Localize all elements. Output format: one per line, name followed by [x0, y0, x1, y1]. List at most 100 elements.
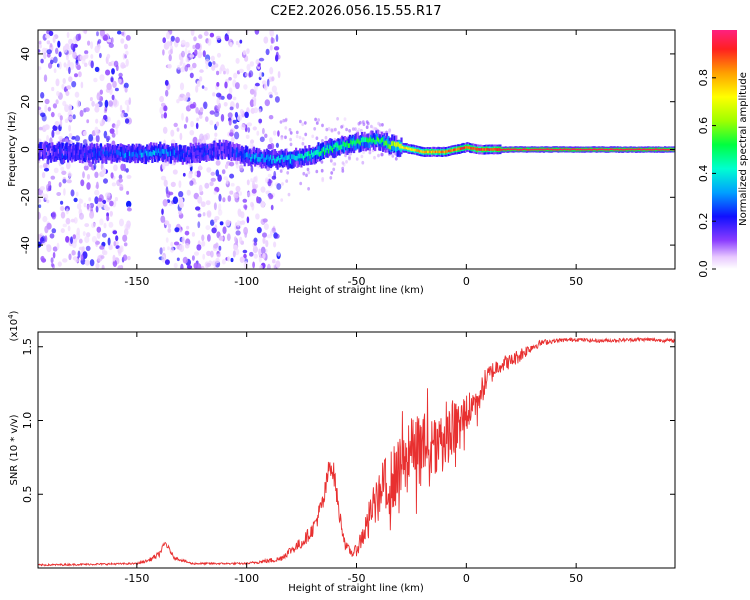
- heatmap-noise-cell: [173, 241, 180, 246]
- heatmap-ridge-cell: [258, 157, 261, 162]
- heatmap-noise-cell: [39, 165, 43, 169]
- heatmap-ridge-cell: [610, 148, 613, 151]
- heatmap-ridge-cell: [48, 150, 51, 155]
- heatmap-noise-cell: [43, 52, 47, 60]
- heatmap-noise-cell: [58, 61, 62, 70]
- heatmap-ridge-cell: [206, 148, 209, 153]
- heatmap-noise-cell: [123, 242, 128, 247]
- heatmap-noise-cell: [246, 122, 253, 127]
- heatmap-ridge-cell: [51, 150, 54, 156]
- heatmap-noise-cell: [101, 232, 107, 238]
- heatmap-noise-cell: [122, 234, 128, 242]
- heatmap-noise-cell: [114, 197, 118, 202]
- heatmap-noise-cell: [202, 253, 206, 260]
- heatmap-noise-cell: [68, 253, 72, 261]
- snr-x-tick-label: 50: [569, 572, 583, 585]
- heatmap-ridge-cell: [529, 148, 532, 151]
- colorbar: 0.0 0.2 0.4 0.6 0.8 Normalized spectral ampl…: [697, 30, 749, 278]
- heatmap-ridge-cell: [270, 155, 273, 166]
- heatmap-noise-cell: [38, 188, 43, 196]
- heatmap-ridge-cell: [432, 150, 435, 153]
- heatmap-ridge-cell: [273, 158, 277, 164]
- heatmap-ridge-cell: [78, 152, 82, 158]
- heatmap-ridge-cell: [239, 151, 242, 156]
- heatmap-ridge-cell: [668, 148, 671, 151]
- heatmap-ridge-cell: [313, 151, 316, 156]
- heatmap-noise-cell: [72, 234, 77, 240]
- heatmap-noise-cell: [287, 192, 291, 197]
- heatmap-ridge-cell: [561, 148, 564, 151]
- heatmap-ridge-cell: [70, 152, 74, 158]
- heatmap-noise-cell: [249, 99, 255, 108]
- heatmap-noise-cell: [82, 139, 88, 145]
- heatmap-noise-cell: [280, 136, 284, 141]
- heatmap-ridge-cell: [370, 137, 373, 143]
- heatmap-ridge-cell: [179, 151, 182, 162]
- heatmap-noise-cell: [212, 61, 216, 65]
- heatmap-noise-cell: [38, 126, 43, 131]
- heatmap-ridge-cell: [449, 149, 452, 153]
- heatmap-ridge-cell: [122, 150, 125, 161]
- heatmap-ridge-cell: [588, 148, 592, 151]
- heatmap-ridge-cell: [645, 149, 648, 151]
- heatmap-noise-cell: [234, 193, 239, 199]
- heatmap-noise-cell: [235, 102, 240, 109]
- heatmap-ridge-cell: [146, 150, 149, 156]
- heatmap-ridge-cell: [68, 145, 71, 156]
- heatmap-panel: -150 -100 -50 0 50 -40 -20 0 20 40 Height of str…: [7, 29, 676, 296]
- heatmap-noise-cell: [235, 57, 240, 64]
- heatmap-ridge-cell: [263, 157, 266, 163]
- heatmap-ridge-cell: [640, 148, 643, 151]
- heatmap-noise-cell: [113, 241, 117, 247]
- heatmap-noise-cell: [255, 59, 260, 65]
- heatmap-ridge-cell: [38, 148, 41, 153]
- heatmap-noise-cell: [71, 249, 76, 256]
- heatmap-ridge-cell: [213, 147, 216, 152]
- heatmap-ridge-cell: [401, 145, 404, 149]
- heatmap-noise-cell: [202, 212, 206, 217]
- heatmap-noise-cell: [209, 110, 215, 115]
- heatmap-noise-cell: [195, 107, 199, 114]
- heatmap-noise-cell: [51, 86, 55, 92]
- heatmap-ridge-cell: [552, 148, 555, 151]
- heatmap-noise-cell: [128, 97, 132, 105]
- heatmap-noise-cell: [250, 178, 254, 183]
- heatmap-ridge-cell: [509, 148, 512, 151]
- heatmap-ridge-cell: [642, 148, 646, 151]
- heatmap-noise-cell: [40, 112, 46, 118]
- heatmap-noise-cell: [95, 134, 100, 143]
- heatmap-noise-cell: [170, 48, 173, 55]
- heatmap-ridge-cell: [454, 148, 457, 151]
- heatmap-noise-cell: [301, 122, 305, 127]
- heatmap-ridge-cell: [246, 153, 249, 164]
- heatmap-noise-cell: [79, 212, 84, 220]
- heatmap-ridge-cell: [363, 138, 366, 149]
- heatmap-ridge-cell: [103, 151, 107, 157]
- heatmap-ridge-cell: [53, 152, 56, 157]
- heatmap-noise-cell: [314, 117, 317, 122]
- heatmap-ridge-cell: [304, 153, 307, 158]
- heatmap-noise-cell: [193, 36, 197, 42]
- heatmap-noise-cell: [299, 119, 302, 124]
- heatmap-noise-cell: [361, 120, 365, 124]
- heatmap-ridge-cell: [107, 152, 111, 158]
- heatmap-noise-cell: [243, 226, 249, 235]
- heatmap-noise-cell: [68, 76, 73, 83]
- heatmap-noise-cell: [38, 44, 42, 49]
- heatmap-noise-cell: [54, 120, 60, 127]
- heatmap-noise-cell: [176, 257, 180, 262]
- heatmap-noise-cell: [74, 135, 81, 142]
- colorbar-tick-label: 0.2: [697, 212, 710, 230]
- heatmap-ridge-cell: [474, 147, 477, 150]
- heatmap-noise-cell: [172, 196, 179, 204]
- heatmap-ridge-cell: [225, 148, 228, 154]
- heatmap-ridge-cell: [329, 144, 332, 150]
- heatmap-noise-cell: [115, 64, 119, 72]
- heatmap-ridge-cell: [215, 149, 219, 155]
- heatmap-noise-cell: [200, 265, 205, 269]
- heatmap-ridge-cell: [621, 148, 624, 151]
- heatmap-noise-cell: [86, 232, 91, 238]
- heatmap-noise-cell: [249, 61, 255, 67]
- heatmap-noise-cell: [216, 82, 220, 87]
- heatmap-ridge-cell: [549, 148, 552, 151]
